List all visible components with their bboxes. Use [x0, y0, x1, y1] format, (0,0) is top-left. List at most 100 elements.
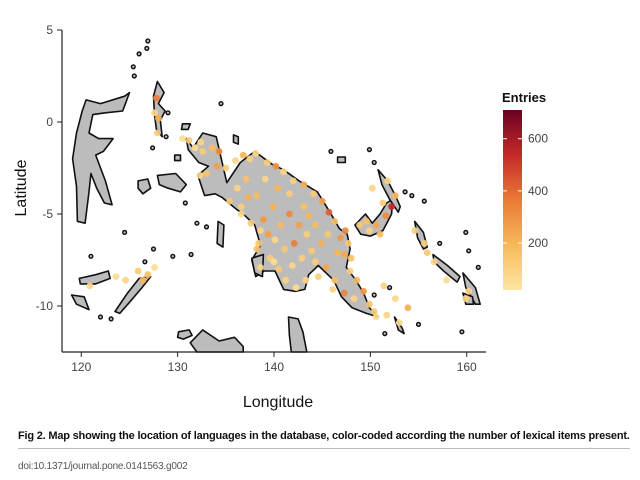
- sulawesi-landmass: [71, 91, 131, 224]
- language-point: [379, 199, 387, 207]
- language-point: [253, 245, 261, 253]
- islet: [402, 189, 408, 195]
- y-axis-title: Latitude: [13, 159, 30, 216]
- language-point: [277, 221, 285, 229]
- islet: [371, 159, 377, 166]
- language-point: [86, 282, 94, 290]
- language-point: [363, 218, 370, 225]
- language-point: [395, 319, 403, 326]
- legend-color-bar: [503, 110, 522, 290]
- language-point: [257, 227, 264, 235]
- language-point: [314, 273, 322, 280]
- islet: [163, 134, 169, 140]
- language-point: [392, 295, 399, 302]
- islet: [150, 246, 157, 252]
- language-point: [281, 245, 288, 253]
- language-point: [237, 210, 245, 218]
- islet: [218, 100, 224, 107]
- language-point: [257, 264, 264, 271]
- language-point: [337, 234, 344, 242]
- language-point: [302, 276, 310, 284]
- sumba-landmass: [70, 294, 90, 311]
- buru-landmass: [137, 178, 152, 195]
- language-point: [312, 258, 319, 266]
- legend-title: Entries: [502, 90, 546, 105]
- x-tick-label: 140: [264, 360, 284, 374]
- language-point: [372, 313, 380, 321]
- language-point: [213, 162, 221, 170]
- language-point: [318, 197, 326, 205]
- islet: [475, 264, 481, 270]
- language-point: [295, 221, 303, 229]
- language-point: [312, 221, 319, 229]
- map-plot-area: [70, 38, 481, 353]
- figure-caption: Fig 2. Map showing the location of langu…: [18, 430, 630, 442]
- legend-tick-label: 200: [528, 236, 548, 250]
- language-point: [261, 175, 269, 183]
- language-point: [322, 264, 330, 271]
- islet: [421, 198, 427, 204]
- language-point: [411, 227, 419, 235]
- language-point: [122, 276, 129, 284]
- islet: [437, 240, 443, 246]
- language-point: [179, 135, 186, 143]
- islet: [108, 316, 114, 322]
- islet: [387, 285, 393, 291]
- language-point: [382, 212, 390, 220]
- language-point: [215, 148, 223, 155]
- language-points-layer: [86, 94, 473, 326]
- language-point: [239, 151, 247, 159]
- language-point: [366, 227, 373, 235]
- y-tick-label: 0: [46, 115, 53, 129]
- language-point: [300, 181, 308, 189]
- language-point: [197, 138, 205, 146]
- language-point: [317, 240, 325, 247]
- islet: [88, 253, 94, 259]
- language-point: [199, 148, 207, 155]
- language-point: [331, 218, 339, 225]
- language-point: [264, 230, 272, 238]
- language-point: [286, 190, 293, 198]
- language-point: [346, 267, 354, 275]
- language-point: [292, 284, 300, 291]
- islet: [466, 248, 472, 254]
- language-point: [334, 249, 341, 256]
- language-point: [288, 262, 296, 269]
- language-point: [260, 216, 267, 223]
- legend-tick-label: 600: [528, 132, 548, 146]
- language-point: [366, 300, 373, 308]
- islet: [182, 200, 188, 206]
- islet: [194, 220, 200, 226]
- islet: [328, 148, 334, 154]
- language-point: [244, 194, 252, 201]
- islet: [463, 229, 469, 235]
- y-tick-label: 5: [46, 23, 53, 37]
- language-point: [420, 240, 428, 247]
- language-point: [255, 240, 262, 247]
- language-point: [242, 175, 250, 183]
- islet-layer: [88, 38, 481, 337]
- axes: 120 130 140 150 160 5 0 -5 -10: [36, 23, 486, 374]
- landmass-layer: [70, 80, 481, 353]
- islet: [136, 51, 142, 57]
- yos-sudarso-landmass: [251, 253, 265, 278]
- language-point: [356, 221, 364, 229]
- language-point: [246, 155, 254, 163]
- islet: [203, 224, 210, 230]
- language-point: [344, 240, 352, 247]
- islet: [409, 193, 415, 199]
- language-point: [300, 203, 308, 211]
- language-point: [226, 197, 234, 205]
- language-point: [392, 192, 399, 200]
- language-point: [252, 149, 260, 157]
- islet: [188, 251, 194, 258]
- language-point: [347, 254, 355, 262]
- language-point: [144, 271, 152, 279]
- language-point: [368, 184, 376, 192]
- language-point: [151, 109, 158, 117]
- melville-landmass: [176, 329, 193, 340]
- language-point: [134, 267, 142, 275]
- language-point: [253, 192, 261, 200]
- language-point: [360, 287, 367, 295]
- islet: [142, 259, 148, 265]
